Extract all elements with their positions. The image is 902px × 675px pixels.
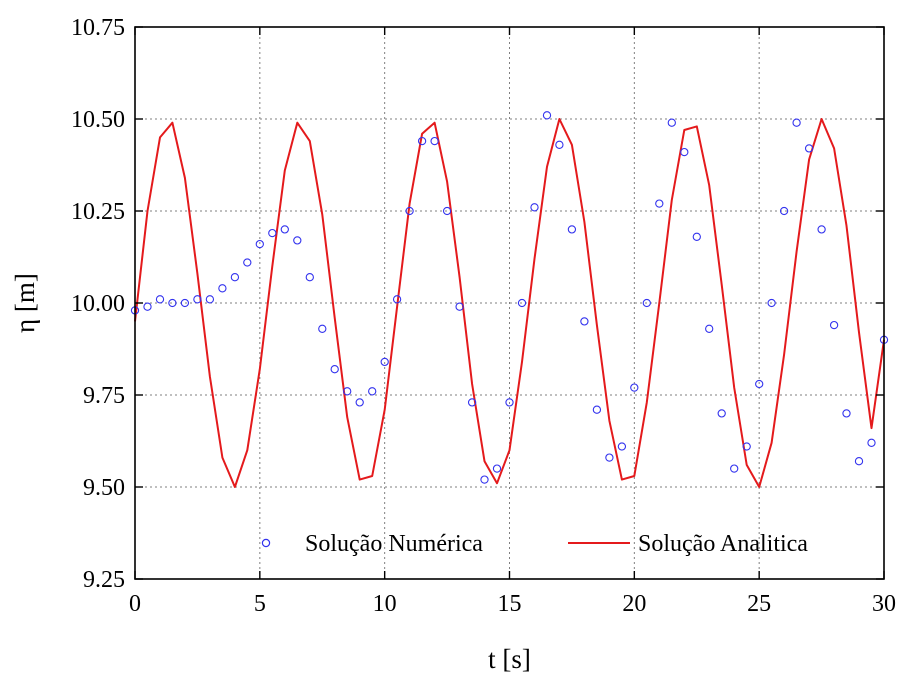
numeric-point bbox=[343, 387, 352, 396]
numeric-point bbox=[480, 475, 489, 484]
legend-analytic-label: Solução Analitica bbox=[638, 531, 808, 557]
numeric-point bbox=[605, 453, 614, 462]
numeric-point bbox=[829, 320, 839, 330]
numeric-point bbox=[430, 136, 439, 146]
numeric-point bbox=[467, 398, 477, 407]
numeric-point bbox=[268, 228, 277, 238]
numeric-point bbox=[455, 302, 464, 311]
numeric-point bbox=[530, 203, 539, 212]
numeric-point bbox=[580, 317, 589, 326]
x-tick-label: 30 bbox=[872, 591, 896, 617]
y-tick-label: 10.25 bbox=[71, 199, 125, 225]
x-tick-label: 20 bbox=[622, 591, 646, 617]
numeric-point bbox=[630, 383, 639, 392]
numeric-point bbox=[705, 324, 714, 333]
numeric-point bbox=[692, 232, 701, 241]
numeric-point bbox=[555, 140, 564, 149]
numeric-point bbox=[293, 236, 302, 245]
numeric-point bbox=[542, 111, 552, 120]
numeric-point bbox=[255, 239, 264, 249]
y-axis-title: η [m] bbox=[10, 273, 40, 333]
x-axis-title: t [s] bbox=[488, 644, 531, 674]
numeric-point bbox=[492, 464, 502, 473]
numeric-point bbox=[804, 144, 814, 153]
numeric-point bbox=[355, 398, 364, 407]
numeric-point bbox=[155, 295, 165, 304]
legend-numeric-marker bbox=[261, 538, 271, 548]
numeric-point bbox=[417, 136, 427, 146]
numeric-point bbox=[143, 302, 152, 311]
axis-ticks bbox=[134, 26, 885, 580]
numeric-point bbox=[779, 206, 789, 216]
numeric-point bbox=[218, 284, 227, 293]
numeric-point bbox=[842, 409, 851, 418]
x-tick-label: 10 bbox=[373, 591, 397, 617]
numeric-point bbox=[717, 409, 726, 418]
numeric-point bbox=[405, 206, 414, 216]
numeric-point bbox=[368, 387, 377, 396]
series-numeric bbox=[130, 111, 889, 484]
y-tick-label: 10.75 bbox=[71, 15, 125, 41]
numeric-point bbox=[617, 442, 627, 451]
numeric-point bbox=[193, 295, 202, 304]
numeric-point bbox=[230, 273, 240, 282]
numeric-point bbox=[180, 298, 190, 308]
x-tick-label: 25 bbox=[747, 591, 771, 617]
x-tick-label: 15 bbox=[498, 591, 522, 617]
numeric-point bbox=[655, 199, 664, 208]
numeric-point bbox=[280, 225, 289, 234]
numeric-point bbox=[517, 298, 527, 308]
series-analytic bbox=[134, 118, 885, 488]
numeric-point bbox=[642, 298, 651, 308]
numeric-point bbox=[767, 298, 776, 308]
numeric-point bbox=[755, 379, 764, 389]
analytic-line bbox=[134, 118, 885, 488]
numeric-point bbox=[854, 457, 864, 466]
x-tick-label: 0 bbox=[129, 591, 141, 617]
numeric-point bbox=[205, 295, 215, 304]
numeric-point bbox=[567, 225, 577, 234]
y-tick-label: 9.25 bbox=[83, 567, 125, 593]
grid bbox=[135, 27, 884, 579]
numeric-point bbox=[305, 273, 314, 282]
numeric-point bbox=[168, 298, 177, 308]
numeric-point bbox=[330, 365, 339, 374]
y-tick-label: 9.75 bbox=[83, 383, 125, 409]
numeric-point bbox=[817, 225, 826, 234]
y-tick-label: 10.50 bbox=[71, 107, 125, 133]
numeric-point bbox=[243, 258, 252, 267]
numeric-point bbox=[742, 442, 751, 451]
numeric-point bbox=[592, 405, 602, 414]
numeric-point bbox=[392, 295, 402, 304]
y-tick-label: 9.50 bbox=[83, 475, 125, 501]
y-tick-label: 10.00 bbox=[71, 291, 125, 317]
numeric-point bbox=[867, 438, 876, 447]
numeric-point bbox=[442, 206, 452, 216]
x-tick-label: 5 bbox=[254, 591, 266, 617]
numeric-point bbox=[505, 398, 514, 407]
numeric-point bbox=[680, 147, 689, 157]
numeric-point bbox=[792, 118, 801, 127]
numeric-point bbox=[380, 357, 389, 367]
numeric-point bbox=[318, 324, 327, 333]
tick-labels: 0 5 10 15 20 25 30 9.25 9.50 9.75 10.00 10.25 10.50 1… bbox=[71, 15, 896, 617]
legend-numeric-label: Solução Numérica bbox=[305, 531, 483, 557]
numeric-point bbox=[667, 118, 676, 127]
numeric-point bbox=[730, 464, 739, 473]
legend: Solução Numérica Solução Analitica bbox=[261, 531, 808, 557]
